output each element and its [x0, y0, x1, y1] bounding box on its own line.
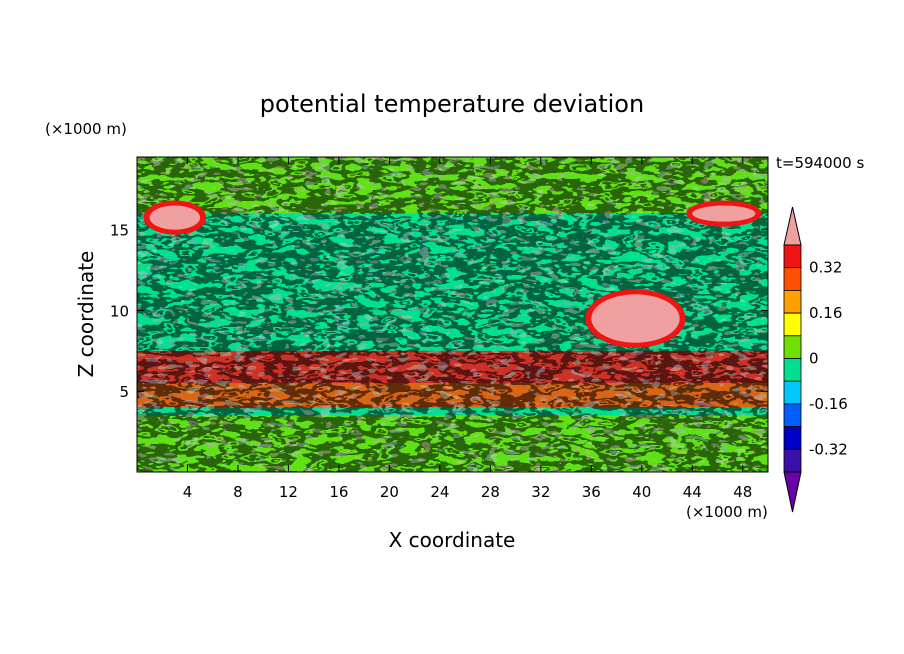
x-tick-label: 8	[233, 483, 243, 501]
y-axis-ticks: 5 10 15	[110, 222, 768, 401]
x-tick-label: 36	[582, 483, 601, 501]
contour-plot-area	[137, 157, 768, 472]
plot-frame	[136, 156, 769, 473]
x-tick-label: 16	[329, 483, 348, 501]
colorbar-label: -0.16	[809, 395, 848, 413]
colorbar-arrow-top	[783, 206, 802, 246]
warm-feature-2	[591, 294, 680, 343]
colorbar-box	[783, 426, 802, 450]
x-axis-unit: (×1000 m)	[686, 503, 768, 521]
x-axis-ticks: 4 8 12 16 20 24 28 32 36 40 44 48	[183, 157, 752, 501]
x-tick-label: 48	[733, 483, 752, 501]
y-tick-label: 15	[110, 222, 129, 240]
warm-feature-1	[692, 205, 756, 222]
y-tick-label: 10	[110, 302, 129, 320]
colorbar-box	[783, 312, 802, 337]
colorbar-arrow-bottom	[783, 471, 802, 513]
warm-features	[143, 200, 762, 348]
x-tick-label: 24	[430, 483, 449, 501]
x-tick-label: 20	[380, 483, 399, 501]
x-tick-label: 4	[183, 483, 193, 501]
time-label: t=594000 s	[776, 154, 864, 172]
y-axis-unit: (×1000 m)	[45, 120, 127, 138]
y-axis-label: Z coordinate	[74, 251, 98, 378]
colorbar-box	[783, 335, 802, 359]
x-tick-label: 12	[279, 483, 298, 501]
x-axis-label: X coordinate	[389, 528, 516, 552]
colorbar-box	[783, 267, 802, 291]
colorbar-label: -0.32	[809, 440, 848, 458]
colorbar-box	[783, 403, 802, 427]
colorbar-box	[783, 448, 802, 473]
colorbar-label: 0.16	[809, 304, 842, 322]
warm-feature-0	[149, 205, 201, 230]
x-tick-label: 28	[481, 483, 500, 501]
colorbar-box	[783, 358, 802, 382]
colorbar-box	[783, 289, 802, 314]
x-tick-label: 44	[683, 483, 702, 501]
colorbar: 0.32 0.16 0 -0.16 -0.32	[783, 206, 848, 513]
chart-title: potential temperature deviation	[260, 90, 644, 118]
colorbar-box	[783, 244, 802, 269]
x-tick-label: 40	[632, 483, 651, 501]
x-tick-label: 32	[531, 483, 550, 501]
colorbar-label: 0.32	[809, 259, 842, 277]
colorbar-box	[783, 380, 802, 405]
y-tick-label: 5	[119, 383, 129, 401]
colorbar-label: 0	[809, 350, 819, 368]
